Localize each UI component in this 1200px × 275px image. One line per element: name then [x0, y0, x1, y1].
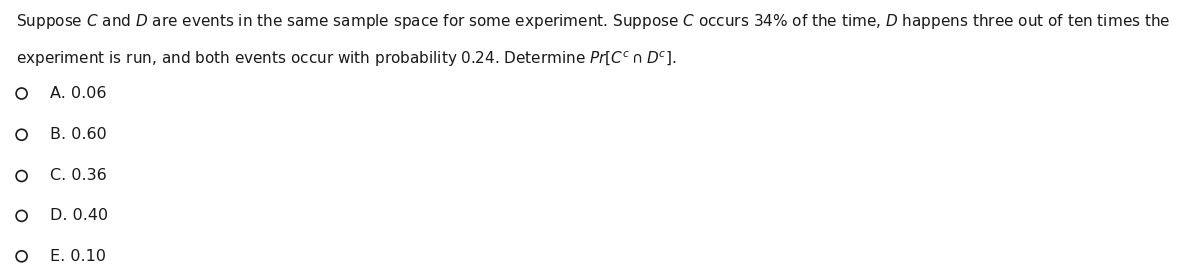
Text: experiment is run, and both events occur with probability 0.24. Determine $Pr[C^: experiment is run, and both events occur… [16, 50, 676, 69]
Text: E. 0.10: E. 0.10 [50, 249, 107, 264]
Text: D. 0.40: D. 0.40 [50, 208, 108, 223]
Text: A. 0.06: A. 0.06 [50, 86, 107, 101]
Text: C. 0.36: C. 0.36 [50, 169, 107, 183]
Text: Suppose $\mathit{C}$ and $\mathit{D}$ are events in the same sample space for so: Suppose $\mathit{C}$ and $\mathit{D}$ ar… [16, 12, 1170, 31]
Text: B. 0.60: B. 0.60 [50, 127, 107, 142]
